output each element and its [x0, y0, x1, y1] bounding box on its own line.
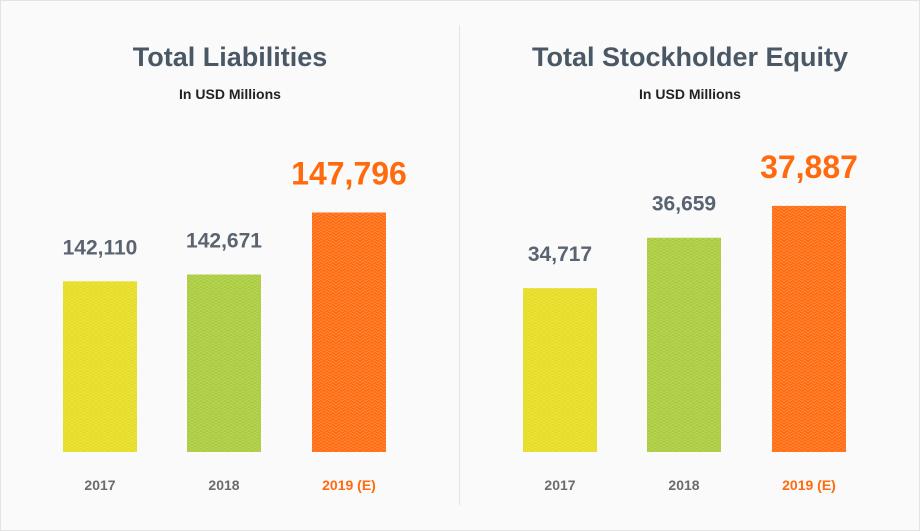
x-tick-label: 2018 — [208, 477, 239, 493]
x-tick-label: 2018 — [668, 477, 699, 493]
chart-subtitle: In USD Millions — [179, 86, 281, 102]
x-tick-label: 2019 (E) — [782, 477, 836, 493]
chart-subtitle: In USD Millions — [639, 86, 741, 102]
x-tick-label: 2019 (E) — [322, 477, 376, 493]
data-label: 36,659 — [652, 193, 716, 216]
chart-title: Total Stockholder Equity — [531, 42, 849, 72]
equity-bar-chart: 34,717 2017 36,659 2018 37,887 2019 (E) — [523, 149, 858, 493]
liabilities-bar-chart: 142,110 2017 142,671 2018 147,796 2019 (E) — [63, 156, 407, 493]
bar-2017 — [523, 288, 597, 452]
chart-title: Total Liabilities — [132, 42, 328, 72]
bar-2018 — [187, 274, 261, 452]
panel-divider — [459, 25, 460, 505]
x-tick-label: 2017 — [544, 477, 575, 493]
data-label: 142,671 — [186, 230, 262, 253]
bar-2019-e — [312, 212, 386, 452]
liabilities-panel: Total Liabilities In USD Millions 142,11… — [63, 42, 407, 493]
data-label: 34,717 — [528, 243, 592, 266]
data-label: 142,110 — [63, 236, 138, 259]
x-tick-label: 2017 — [84, 477, 115, 493]
bar-2017 — [63, 281, 137, 452]
bar-2018 — [647, 237, 721, 452]
data-label: 147,796 — [291, 156, 407, 192]
bar-2019-e — [772, 205, 846, 452]
data-label: 37,887 — [760, 149, 858, 185]
equity-panel: Total Stockholder Equity In USD Millions… — [460, 0, 920, 531]
